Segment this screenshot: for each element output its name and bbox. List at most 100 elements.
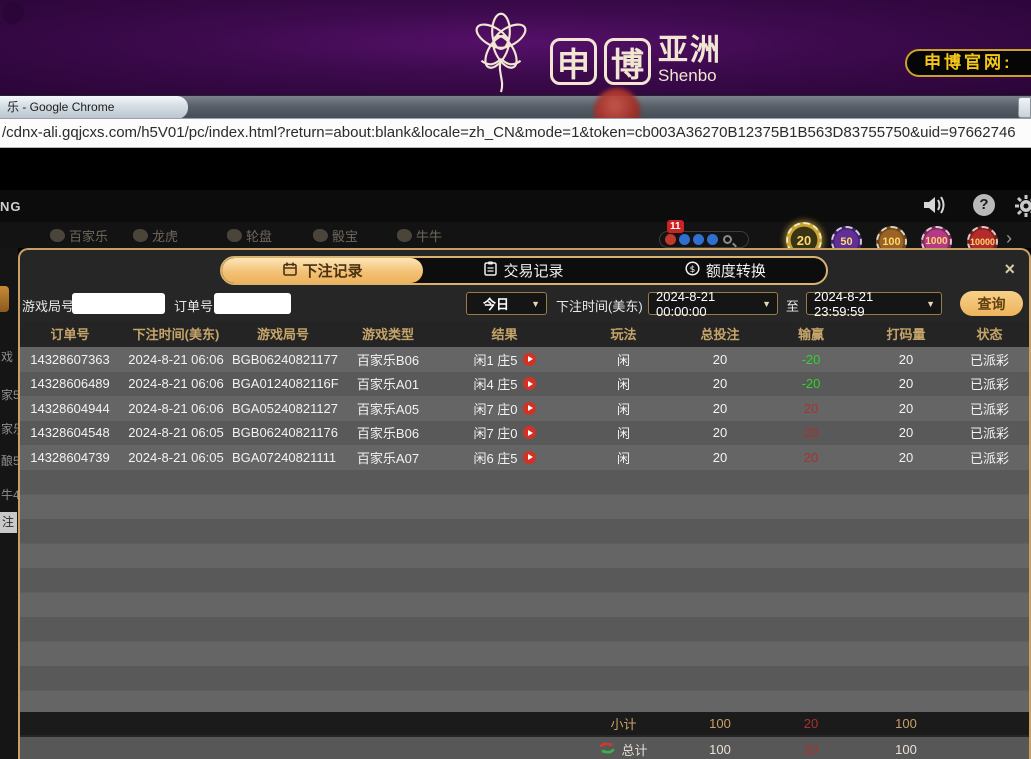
category-label: 龙虎: [152, 229, 179, 244]
page-url[interactable]: /cdnx-ali.gqjcxs.com/h5V01/pc/index.html…: [2, 124, 1016, 141]
sound-icon[interactable]: [922, 194, 948, 221]
chips-more-arrow[interactable]: ›: [1006, 228, 1012, 248]
cell-round: BGB06240821177: [232, 351, 339, 367]
official-site-button[interactable]: 申博官网:: [905, 49, 1031, 77]
close-icon[interactable]: ×: [1004, 259, 1015, 279]
category-niuniu[interactable]: 牛牛: [397, 226, 442, 245]
category-label: 牛牛: [416, 229, 443, 244]
cell-rolling: 20: [898, 449, 914, 465]
recent-results-widget[interactable]: [659, 231, 749, 248]
order-number-label: 订单号: [174, 299, 214, 314]
black-strip: [0, 148, 1031, 190]
date-from-picker[interactable]: 2024-8-21 00:00:00 ▼: [648, 289, 778, 319]
cell-game: 百家乐A01: [356, 377, 420, 393]
cell-order: 14328604739: [30, 449, 110, 465]
col-header: 总投注: [700, 327, 740, 342]
cell-play: 闲: [616, 377, 630, 393]
logo-char-shen: 申: [550, 38, 597, 85]
replay-icon[interactable]: [522, 377, 536, 391]
col-header: 输赢: [797, 327, 824, 342]
replay-icon[interactable]: [522, 352, 536, 366]
result-text: 闲7 庄0: [473, 426, 518, 442]
date-range-select[interactable]: 今日 ▼: [466, 292, 547, 315]
empty-rows-area: [20, 469, 1029, 712]
date-to-value: 2024-8-21 23:59:59: [814, 288, 874, 319]
date-range-value: 今日: [483, 297, 510, 312]
cell-result: 闲6 庄5: [442, 448, 567, 467]
sidebar-fragment: 家5: [1, 388, 18, 402]
cell-win-loss: 20: [803, 425, 819, 441]
tab-bet-records[interactable]: 下注记录: [222, 258, 424, 283]
subtotal-row: 小计 100 20 100: [20, 712, 1029, 735]
cell-order: 14328607363: [30, 351, 110, 367]
cell-total-bet: 20: [712, 425, 728, 441]
magnifier-icon[interactable]: [723, 235, 732, 244]
result-text: 闲7 庄0: [473, 401, 518, 417]
grand-total-row: 总计 100 20 100: [20, 737, 1029, 759]
result-ball: [707, 234, 718, 245]
tab-credit-transfer[interactable]: $ 额度转换: [625, 258, 826, 283]
cell-time: 2024-8-21 06:05: [128, 425, 224, 441]
cell-rolling: 20: [898, 351, 914, 367]
result-count-badge: 11: [667, 220, 684, 233]
sidebar-fragment: 戏: [1, 350, 14, 364]
cell-total-bet: 20: [712, 376, 728, 392]
sidebar-fragment: 家乐: [1, 422, 18, 436]
tab-label: 额度转换: [705, 263, 766, 280]
cell-win-loss: -20: [801, 376, 821, 392]
date-to-picker[interactable]: 2024-8-21 23:59:59 ▼: [806, 289, 942, 319]
replay-icon[interactable]: [522, 401, 536, 415]
cell-result: 闲4 庄5: [442, 374, 567, 393]
table-row: 14328606489 2024-8-21 06:06 BGA012408211…: [20, 371, 1029, 396]
cell-status: 已派彩: [969, 401, 1009, 417]
settings-gear-icon[interactable]: [1014, 194, 1031, 223]
window-title: 乐 - Google Chrome: [7, 100, 115, 114]
cell-status: 已派彩: [969, 450, 1009, 466]
cell-order: 14328604944: [30, 400, 110, 416]
cell-round: BGB06240821176: [232, 425, 339, 441]
category-roulette[interactable]: 轮盘: [227, 226, 272, 245]
table-row: 14328604944 2024-8-21 06:06 BGA052408211…: [20, 396, 1029, 421]
game-round-input[interactable]: [72, 293, 165, 314]
grand-total-label-cell: 总计: [567, 740, 680, 759]
subtotal-win-loss: 20: [803, 716, 819, 731]
result-text: 闲6 庄5: [473, 450, 518, 466]
col-header: 订单号: [50, 327, 90, 342]
result-text: 闲4 庄5: [473, 377, 518, 393]
cell-time: 2024-8-21 06:05: [128, 449, 224, 465]
search-button[interactable]: 查询: [960, 291, 1023, 316]
titlebar-gloss: [0, 96, 188, 119]
replay-icon[interactable]: [522, 426, 536, 440]
order-number-input[interactable]: [214, 293, 291, 314]
cell-order: 14328606489: [30, 376, 110, 392]
clipboard-icon: [484, 261, 498, 280]
category-label: 百家乐: [69, 229, 109, 244]
cell-rolling: 20: [898, 376, 914, 392]
titlebar-edge-button[interactable]: [1018, 97, 1031, 118]
date-from-value: 2024-8-21 00:00:00: [656, 288, 716, 319]
left-sidebar-fragments: 戏 家5 家乐 酿5 牛4 注: [0, 248, 18, 759]
category-label: 骰宝: [332, 229, 359, 244]
game-round-label: 游戏局号: [22, 299, 75, 314]
table-header-row: 订单号 下注时间(美东) 游戏局号 游戏类型 结果 玩法 总投注 输赢 打码量 …: [20, 322, 1029, 347]
subtotal-total-bet: 100: [709, 716, 731, 731]
cell-result: 闲1 庄5: [442, 350, 567, 369]
cell-play: 闲: [616, 401, 630, 417]
cell-rolling: 20: [898, 425, 914, 441]
tab-transaction-records[interactable]: 交易记录: [423, 258, 624, 283]
category-baccarat[interactable]: 百家乐: [50, 226, 108, 245]
cell-result: 闲7 庄0: [442, 399, 567, 418]
table-row: 14328607363 2024-8-21 06:06 BGB062408211…: [20, 347, 1029, 372]
refresh-swap-icon[interactable]: [599, 740, 615, 759]
category-sicbo[interactable]: 骰宝: [313, 226, 358, 245]
address-bar[interactable]: /cdnx-ali.gqjcxs.com/h5V01/pc/index.html…: [0, 118, 1031, 148]
help-icon[interactable]: ?: [973, 194, 995, 216]
category-icon: [313, 229, 328, 242]
category-dragon-tiger[interactable]: 龙虎: [133, 226, 178, 245]
bet-records-modal: 下注记录 交易记录: [18, 248, 1031, 759]
logo-char-bo: 博: [604, 38, 651, 85]
result-ball: [679, 234, 690, 245]
replay-icon[interactable]: [522, 450, 536, 464]
cell-time: 2024-8-21 06:06: [128, 400, 224, 416]
